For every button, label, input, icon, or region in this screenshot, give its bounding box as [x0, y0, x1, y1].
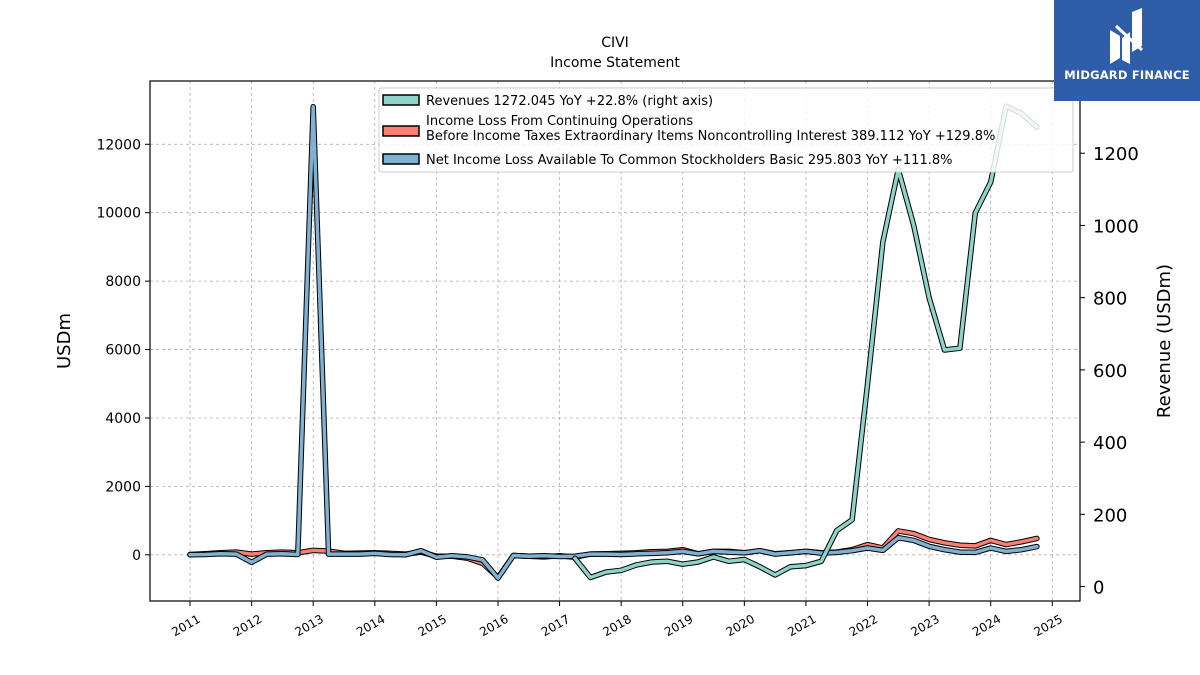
plot-frame [149, 80, 1081, 602]
legend: Revenues 1272.045 YoY +22.8% (right axis… [378, 87, 1074, 173]
y-tick-label: 0 [132, 548, 141, 564]
x-tick-label: 2024 [970, 612, 1003, 639]
y-right-tick-label: 1000 [1093, 216, 1139, 237]
legend-label: Before Income Taxes Extraordinary Items … [426, 129, 995, 144]
y-right-tick-label: 400 [1093, 433, 1127, 454]
y-right-tick-label: 600 [1093, 361, 1127, 382]
x-tick-label: 2025 [1032, 612, 1065, 639]
x-tick-label: 2023 [908, 612, 941, 639]
y-right-tick-label: 200 [1093, 505, 1127, 526]
brand-name: MIDGARD FINANCE [1064, 68, 1190, 82]
x-tick-label: 2018 [600, 612, 633, 639]
y-tick-label: 2000 [105, 479, 141, 495]
y-right-tick-label: 800 [1093, 289, 1127, 310]
x-tick-label: 2015 [416, 612, 449, 639]
series-layer [187, 103, 1040, 581]
x-tick-label: 2014 [354, 612, 387, 639]
x-tick-label: 2016 [477, 612, 510, 639]
chart-title: CIVI [601, 35, 629, 51]
series-line [188, 104, 1039, 580]
y-axis-label: USDm [54, 313, 75, 369]
x-tick-label: 2021 [785, 612, 818, 639]
legend-box [378, 87, 1074, 173]
series-2 [187, 103, 1040, 581]
legend-label: Net Income Loss Available To Common Stoc… [426, 153, 952, 168]
legend-swatch [382, 94, 420, 106]
legend-label: Revenues 1272.045 YoY +22.8% (right axis… [426, 94, 713, 109]
x-tick-label: 2017 [539, 612, 572, 639]
y-tick-label: 10000 [96, 206, 141, 222]
y-tick-label: 6000 [105, 343, 141, 359]
y-right-tick-label: 0 [1093, 578, 1104, 599]
y-axis-right-label: Revenue (USDm) [1154, 264, 1175, 418]
legend-swatch [382, 125, 420, 137]
y-right-tick-label: 1200 [1093, 144, 1139, 165]
midgard-logo-icon [1110, 8, 1144, 64]
legend-swatch [382, 153, 420, 165]
series-line [573, 104, 1039, 580]
x-tick-label: 2013 [292, 612, 325, 639]
x-tick-label: 2012 [231, 612, 264, 639]
y-tick-label: 12000 [96, 137, 141, 153]
x-tick-label: 2019 [662, 612, 695, 639]
series-0 [572, 103, 1040, 581]
legend-label: Income Loss From Continuing Operations [426, 114, 693, 129]
x-tick-label: 2011 [169, 612, 202, 639]
y-tick-label: 4000 [105, 411, 141, 427]
chart-subtitle: Income Statement [550, 55, 680, 71]
x-tick-label: 2022 [847, 612, 880, 639]
brand-logo: MIDGARD FINANCE [1054, 0, 1200, 101]
y-tick-label: 8000 [105, 274, 141, 290]
x-tick-label: 2020 [724, 612, 757, 639]
